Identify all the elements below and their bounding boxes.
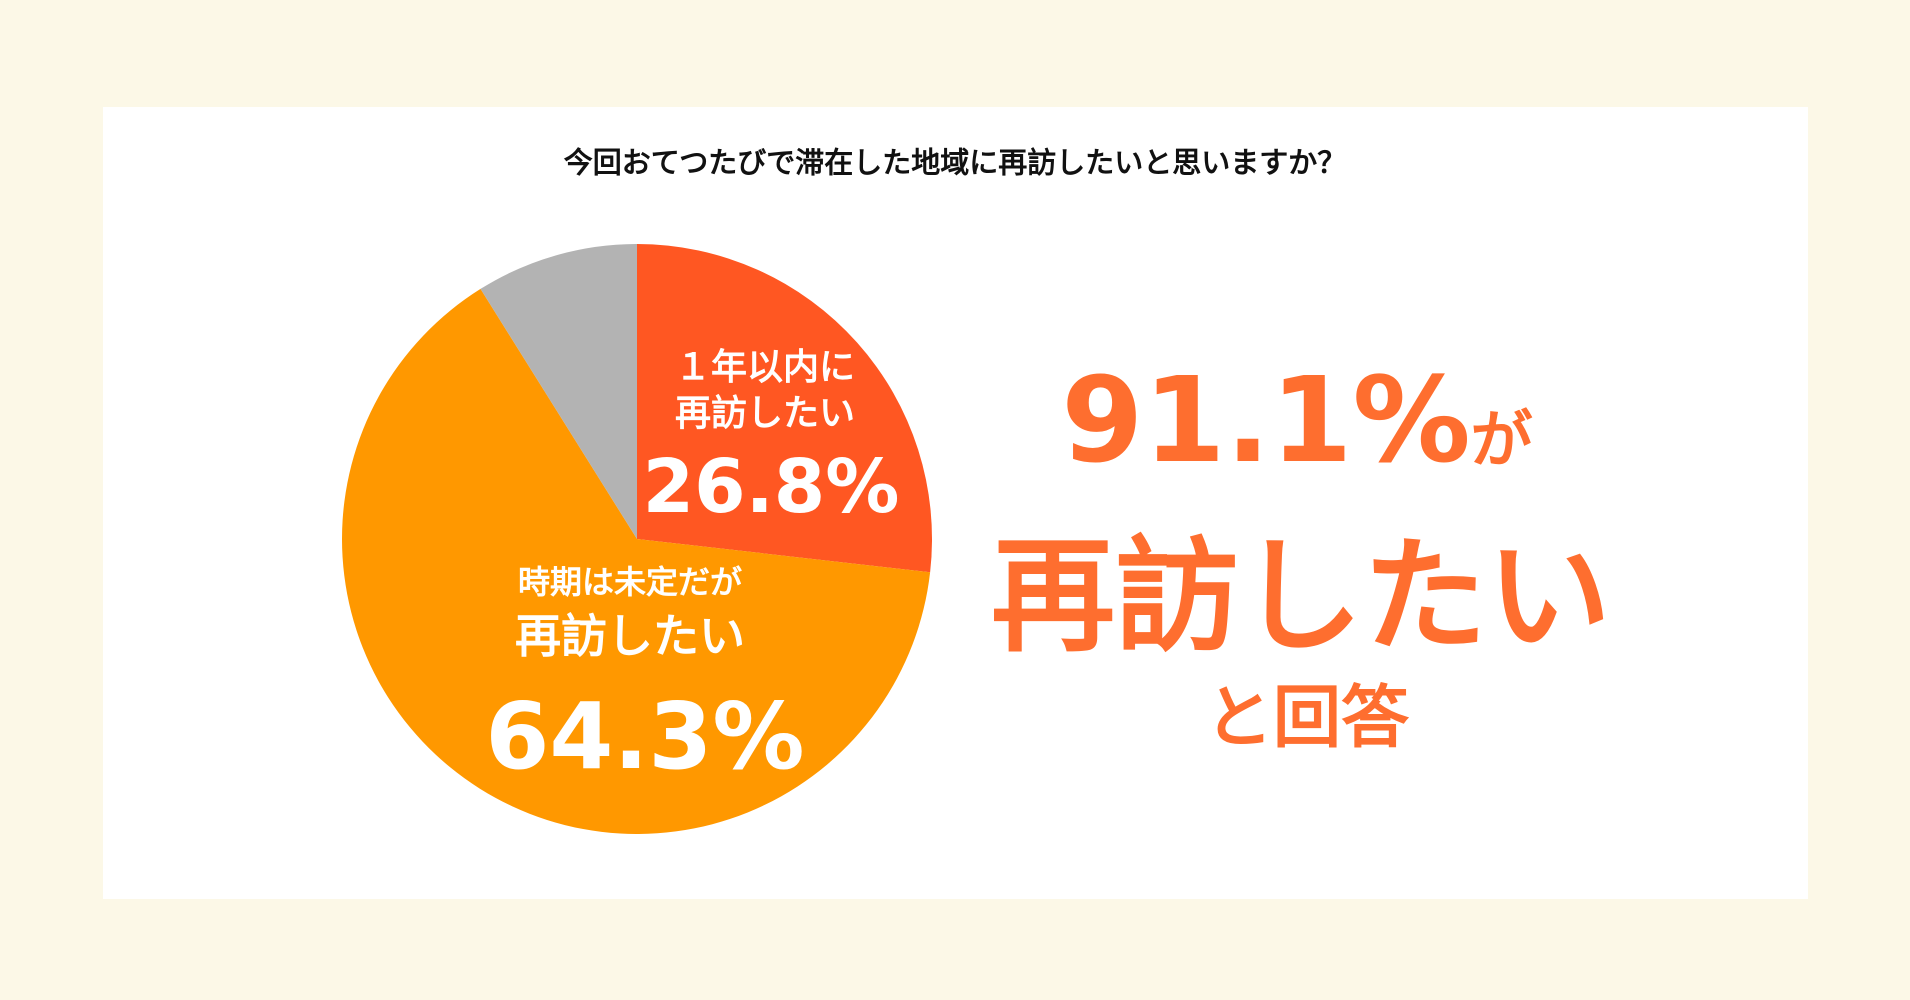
slice-1-label-line1: １年以内に [674,347,856,388]
slice-1-value-label: 26.8% [642,444,900,530]
summary-suffix: が [1470,403,1533,476]
chart-title: 今回おてつたびで滞在した地域に再訪したいと思いますか？ [563,145,1347,180]
summary-line1: 91.1%が [1061,361,1532,479]
summary-line2: 再訪したい [990,525,1612,669]
slice-2-label-line2: 再訪したい [515,609,745,663]
slice-1-label-line2: 再訪したい [674,393,856,434]
pie-slice-1 [637,244,932,573]
slice-2-value-label: 64.3% [485,683,805,790]
summary-percent: 91.1% [1061,351,1471,489]
summary-line3: と回答 [1204,679,1410,758]
slice-2-label-line1: 時期は未定だが [517,563,743,601]
pie-slice-2 [341,288,931,834]
pie-slice-3 [480,244,637,539]
